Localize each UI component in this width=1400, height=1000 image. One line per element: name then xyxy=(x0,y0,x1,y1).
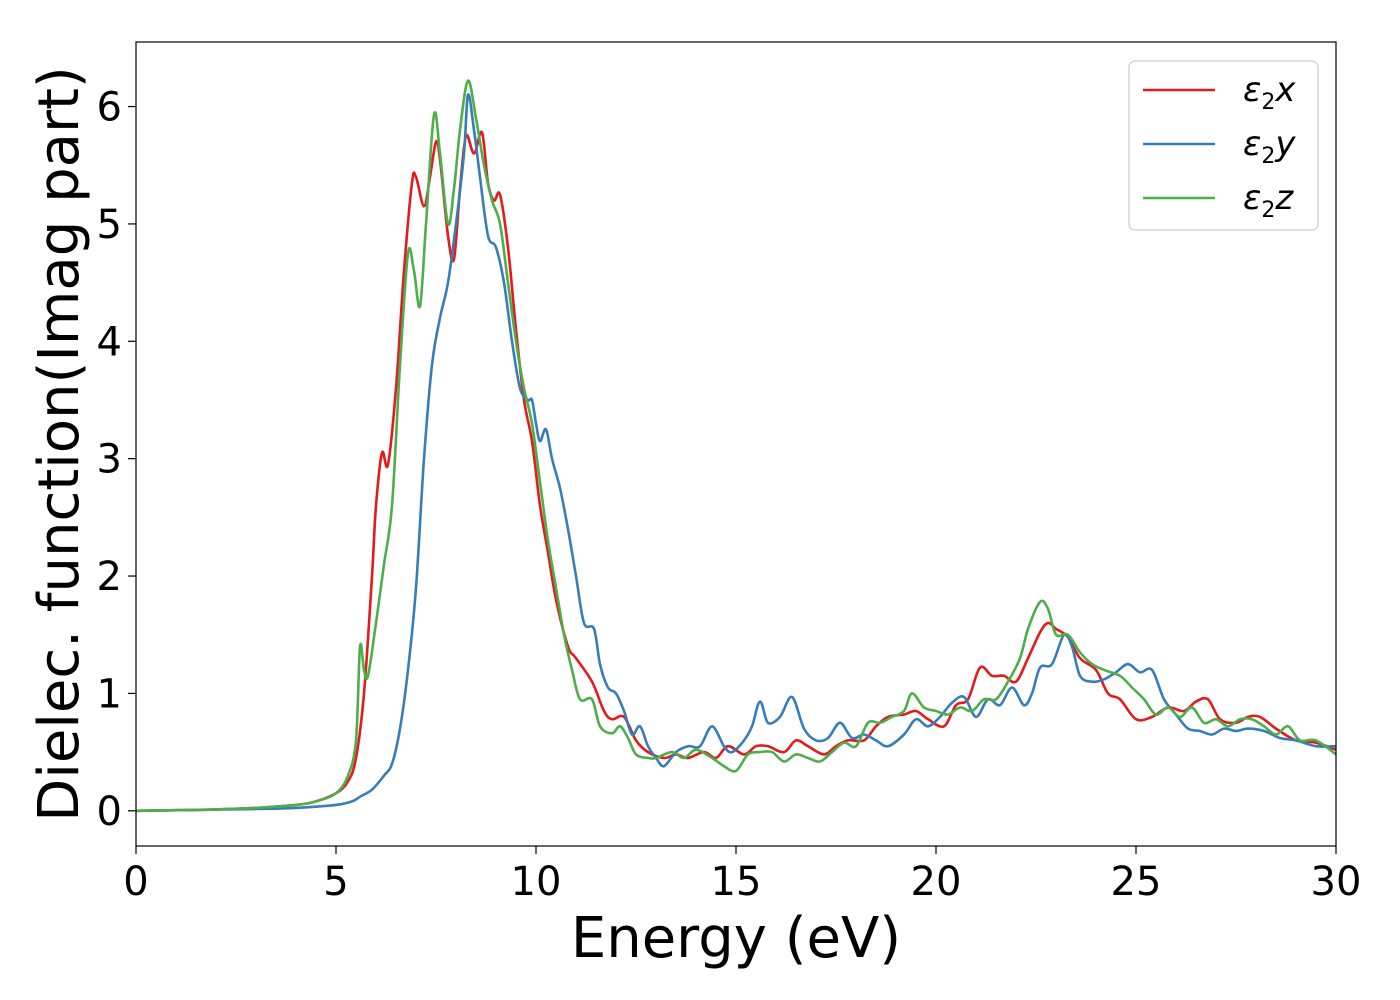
legend-label-x: ε2x xyxy=(1243,70,1296,115)
series-line-z xyxy=(136,79,1336,813)
x-tick-label: 30 xyxy=(1311,859,1362,905)
y-axis: 0 1 2 3 4 5 6 xyxy=(97,85,136,835)
y-tick-label: 1 xyxy=(97,671,122,717)
y-tick-label: 5 xyxy=(97,202,122,248)
y-axis-title: Dielec. function(Imag part) xyxy=(27,66,92,822)
y-tick-label: 6 xyxy=(97,85,122,131)
legend-symbol: ε xyxy=(1243,178,1261,218)
legend-label-y: ε2y xyxy=(1243,124,1296,169)
y-tick-label: 4 xyxy=(97,319,122,365)
x-axis-title: Energy (eV) xyxy=(571,906,901,971)
y-tick-label: 3 xyxy=(97,437,122,483)
x-tick-label: 0 xyxy=(123,859,148,905)
x-tick-label: 25 xyxy=(1111,859,1162,905)
series-line-y xyxy=(136,93,1336,813)
legend-subscript: 2 xyxy=(1261,90,1275,115)
x-tick-label: 10 xyxy=(511,859,562,905)
legend-axis: y xyxy=(1274,124,1296,164)
x-tick-label: 15 xyxy=(711,859,762,905)
legend-label-z: ε2z xyxy=(1243,178,1294,223)
legend-subscript: 2 xyxy=(1261,198,1275,223)
legend-box xyxy=(1128,60,1319,231)
x-tick-label: 5 xyxy=(323,859,348,905)
y-tick-label: 0 xyxy=(97,789,122,835)
legend-axis: x xyxy=(1274,70,1296,110)
legend-symbol: ε xyxy=(1243,70,1261,110)
x-axis: 0 5 10 15 20 25 30 xyxy=(123,846,1361,905)
y-tick-label: 2 xyxy=(97,554,122,600)
legend-axis: z xyxy=(1274,178,1294,218)
x-tick-label: 20 xyxy=(911,859,962,905)
series-layer xyxy=(136,79,1336,813)
legend-symbol: ε xyxy=(1243,124,1261,164)
legend-subscript: 2 xyxy=(1261,144,1275,169)
